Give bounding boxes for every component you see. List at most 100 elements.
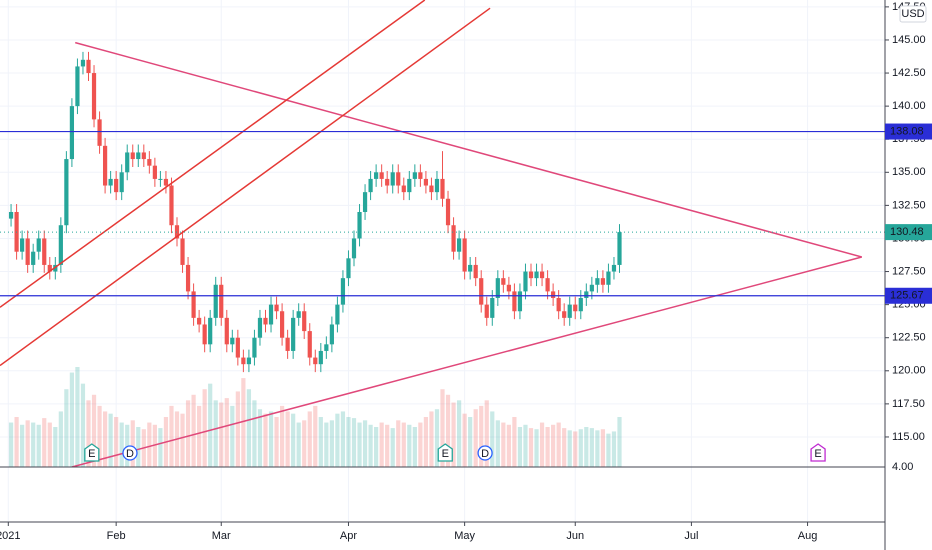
volume-bar: [534, 429, 539, 467]
candle-body: [191, 291, 196, 318]
candle-body: [506, 284, 511, 292]
x-tick-label: Jul: [684, 530, 698, 542]
candle-body: [490, 298, 495, 318]
volume-bar: [25, 420, 30, 467]
candle-body: [429, 185, 434, 193]
candle-body: [224, 317, 229, 345]
volume-bar: [58, 411, 63, 467]
y-tick-label: 122.50: [892, 332, 926, 344]
volume-bar: [501, 422, 506, 467]
candle-body: [385, 178, 390, 186]
volume-bar: [42, 418, 47, 467]
volume-bar: [335, 413, 340, 467]
candle-body: [91, 73, 97, 120]
candle-body: [97, 119, 102, 146]
candle-body: [279, 311, 285, 338]
volume-bar: [185, 400, 191, 467]
candle-body: [396, 172, 401, 186]
candle-body: [501, 278, 506, 285]
volume-bar: [91, 394, 97, 467]
event-marker: [437, 443, 453, 462]
volume-bar: [390, 428, 395, 467]
candle-body: [528, 271, 534, 279]
volume-bar: [473, 409, 478, 467]
volume-bar: [285, 411, 290, 467]
candle-body: [163, 178, 169, 186]
volume-bar: [197, 405, 202, 467]
volume-bar: [147, 422, 152, 467]
candle-body: [573, 304, 578, 312]
volume-bar: [31, 422, 36, 467]
candle-body: [147, 159, 152, 166]
volume-bar: [114, 417, 119, 467]
event-label: E: [442, 448, 449, 460]
volume-bar: [418, 422, 423, 467]
volume-bar: [47, 422, 52, 467]
y-tick-label: 117.50: [892, 398, 925, 410]
volume-bar: [136, 427, 141, 467]
volume-bar: [235, 391, 240, 467]
candle-body: [169, 185, 174, 226]
y-tick-label: 140.00: [892, 100, 926, 112]
candle-body: [390, 172, 395, 186]
trend-line: [71, 256, 862, 467]
candle-body: [617, 232, 622, 265]
candle-body: [235, 337, 240, 358]
candle-body: [80, 59, 86, 67]
volume-bar: [617, 417, 622, 467]
candle-body: [484, 304, 489, 318]
candle-body: [379, 172, 384, 179]
candle-body: [241, 357, 246, 365]
volume-bar: [412, 427, 417, 467]
y-tick-label: 115.00: [892, 431, 925, 443]
candle-body: [208, 317, 213, 345]
volume-bar: [20, 424, 25, 467]
candle-body: [114, 178, 119, 193]
y-tick-label: 145.00: [892, 34, 926, 46]
candle-body: [246, 357, 252, 365]
x-tick-label: Aug: [798, 530, 818, 542]
candle-body: [263, 317, 268, 325]
volume-bar: [302, 420, 307, 467]
candle-body: [479, 278, 484, 305]
candle-body: [158, 178, 163, 180]
volume-bar: [8, 422, 14, 467]
volume-bar: [268, 411, 274, 467]
candle-body: [324, 344, 329, 351]
candle-body: [213, 284, 218, 318]
volume-bar: [53, 427, 58, 467]
volume-bar: [346, 417, 351, 467]
candle-body: [539, 271, 545, 279]
volume-bar: [108, 413, 113, 467]
volume-bar: [152, 424, 157, 467]
volume-bar: [213, 400, 218, 467]
volume-bar: [263, 413, 268, 467]
candle-body: [197, 317, 202, 325]
candle-body: [534, 271, 539, 279]
candle-body: [401, 185, 406, 193]
volume-bar: [219, 402, 224, 467]
candle-body: [584, 291, 589, 299]
volume-bar: [14, 417, 19, 467]
candle-body: [600, 278, 606, 285]
event-label: D: [126, 448, 134, 460]
volume-bar: [562, 428, 567, 467]
candle-body: [36, 238, 41, 252]
candle-body: [53, 264, 58, 272]
volume-bar: [169, 405, 174, 467]
event-label: E: [814, 448, 821, 460]
volume-bar: [329, 420, 334, 467]
price-label-box: [885, 123, 932, 140]
volume-bar: [224, 398, 229, 467]
candle-body: [219, 284, 224, 318]
event-marker: [84, 443, 100, 462]
volume-bar: [291, 413, 296, 467]
candle-body: [556, 298, 561, 312]
candle-body: [357, 211, 362, 239]
volume-bar: [36, 424, 41, 467]
candle-body: [302, 311, 307, 332]
candle-body: [296, 311, 301, 318]
volume-bar: [611, 431, 617, 467]
